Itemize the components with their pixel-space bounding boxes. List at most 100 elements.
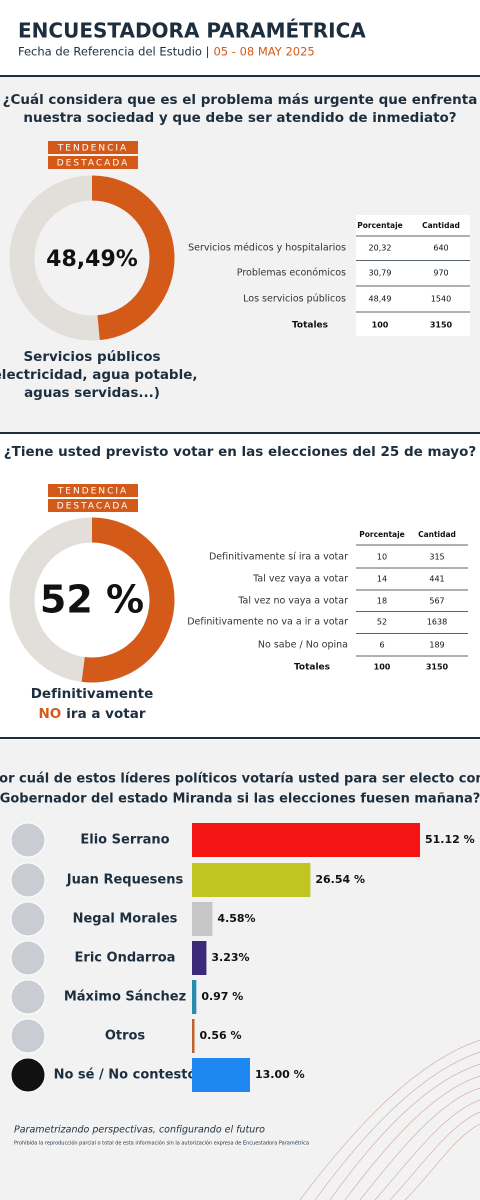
caption: Servicios públicos bbox=[23, 349, 160, 365]
table-row-label: Los servicios públicos bbox=[243, 294, 346, 305]
section-title: ¿Por cuál de estos líderes políticos vot… bbox=[0, 772, 480, 787]
table-header: Porcentaje bbox=[359, 530, 405, 539]
avatar bbox=[10, 862, 46, 898]
donut-arc bbox=[81, 517, 175, 683]
bar bbox=[192, 902, 213, 936]
caption-part: Servicios públicos bbox=[23, 349, 160, 365]
table-row-label: Definitivamente no va a ir a votar bbox=[187, 617, 348, 628]
section-bg bbox=[0, 740, 480, 1200]
bar bbox=[192, 1019, 195, 1053]
bar-value-label: 0.56 % bbox=[199, 1029, 241, 1042]
bar bbox=[192, 1058, 250, 1092]
badge-text: DESTACADA bbox=[57, 159, 130, 169]
badge-bg bbox=[48, 156, 138, 169]
table-row-label: Tal vez no vaya a votar bbox=[237, 596, 348, 607]
table-total-label: Totales bbox=[294, 663, 330, 673]
table-cell: 315 bbox=[429, 553, 444, 562]
table-cell: 441 bbox=[429, 575, 444, 584]
candidate-name: Juan Requesens bbox=[66, 873, 184, 888]
candidate-name: No sé / No contestó bbox=[54, 1068, 197, 1083]
table-cell: 6 bbox=[379, 641, 384, 650]
table-total: 3150 bbox=[430, 321, 453, 330]
badge-text: TENDENCIA bbox=[57, 487, 128, 497]
badge-bg bbox=[48, 484, 138, 497]
avatar bbox=[10, 822, 46, 858]
table-total: 100 bbox=[374, 663, 391, 672]
caption-part: NO bbox=[39, 706, 62, 722]
header-title: ENCUESTADORA PARAMÉTRICA bbox=[18, 19, 366, 43]
badge-text: TENDENCIA bbox=[57, 144, 128, 154]
table-cell: 10 bbox=[377, 553, 387, 562]
bar-value-label: 0.97 % bbox=[201, 990, 243, 1003]
avatar bbox=[10, 901, 46, 937]
caption-part: aguas servidas...) bbox=[24, 385, 160, 401]
section-title: Gobernador del estado Miranda si las ele… bbox=[0, 792, 480, 807]
bar-value-label: 4.58% bbox=[217, 912, 255, 925]
table-row-label: Problemas económicos bbox=[237, 268, 346, 279]
bar-value-label: 51.12 % bbox=[425, 833, 475, 846]
table-total-label: Totales bbox=[292, 321, 328, 331]
header-subtitle: Fecha de Referencia del Estudio | bbox=[18, 45, 209, 59]
table-cell: 14 bbox=[377, 575, 387, 584]
avatar bbox=[10, 1018, 46, 1054]
table-bg bbox=[356, 215, 470, 336]
caption: (electricidad, agua potable, bbox=[0, 367, 198, 383]
table-header: Porcentaje bbox=[357, 221, 403, 230]
avatar bbox=[10, 979, 46, 1015]
donut-arc bbox=[91, 175, 175, 341]
table-row-label: Servicios médicos y hospitalarios bbox=[188, 243, 346, 254]
table-total: 100 bbox=[372, 321, 389, 330]
bar-value-label: 26.54 % bbox=[315, 873, 365, 886]
section-title: ¿Tiene usted previsto votar en las elecc… bbox=[4, 444, 476, 460]
bar-value-label: 13.00 % bbox=[255, 1068, 305, 1081]
table-cell: 189 bbox=[429, 641, 444, 650]
header-date: 05 - 08 MAY 2025 bbox=[213, 45, 314, 59]
donut-value: 48,49% bbox=[46, 247, 138, 272]
bar-value-label: 3.23% bbox=[211, 951, 249, 964]
table-header: Cantidad bbox=[422, 221, 460, 230]
table-bg bbox=[356, 524, 468, 678]
candidate-name: Elio Serrano bbox=[80, 833, 169, 848]
caption: Definitivamente bbox=[31, 686, 154, 702]
bar bbox=[192, 980, 197, 1014]
avatar bbox=[10, 940, 46, 976]
table-row-label: No sabe / No opina bbox=[258, 640, 348, 651]
caption: aguas servidas...) bbox=[24, 385, 160, 401]
badge-bg bbox=[48, 141, 138, 154]
footer-disclaimer: Prohibida la reproducción parcial o tota… bbox=[14, 1140, 309, 1147]
table-cell: 970 bbox=[433, 269, 448, 278]
table-row-label: Definitivamente sí ira a votar bbox=[209, 552, 348, 563]
caption-part: ira a votar bbox=[66, 706, 146, 722]
footer-tagline: Parametrizando perspectivas, configurand… bbox=[14, 1125, 265, 1136]
badge-text: DESTACADA bbox=[57, 502, 130, 512]
table-cell: 640 bbox=[433, 244, 448, 253]
bar bbox=[192, 941, 207, 975]
table-total: 3150 bbox=[426, 663, 449, 672]
badge-bg bbox=[48, 499, 138, 512]
candidate-name: Máximo Sánchez bbox=[64, 990, 186, 1005]
candidate-name: Negal Morales bbox=[73, 912, 178, 927]
table-cell: 1638 bbox=[427, 618, 447, 627]
bar bbox=[192, 823, 420, 857]
caption: NO ira a votar bbox=[39, 706, 146, 722]
table-cell: 20,32 bbox=[369, 244, 392, 253]
table-header: Cantidad bbox=[418, 530, 456, 539]
caption-part: Definitivamente bbox=[31, 686, 154, 702]
candidate-name: Eric Ondarroa bbox=[75, 951, 176, 966]
donut-value: 52 % bbox=[40, 578, 144, 622]
candidate-name: Otros bbox=[105, 1029, 146, 1044]
decorative-waves bbox=[299, 1039, 480, 1200]
avatar bbox=[10, 1057, 46, 1093]
table-cell: 18 bbox=[377, 597, 387, 606]
section-title: ¿Cuál considera que es el problema más u… bbox=[3, 92, 478, 108]
table-row-label: Tal vez vaya a votar bbox=[252, 574, 348, 585]
table-cell: 567 bbox=[429, 597, 444, 606]
table-cell: 1540 bbox=[431, 295, 451, 304]
table-cell: 48,49 bbox=[369, 295, 392, 304]
caption-part: (electricidad, agua potable, bbox=[0, 367, 198, 383]
section-title: nuestra sociedad y que debe ser atendido… bbox=[23, 110, 456, 126]
bar bbox=[192, 863, 311, 897]
table-cell: 30,79 bbox=[369, 269, 392, 278]
